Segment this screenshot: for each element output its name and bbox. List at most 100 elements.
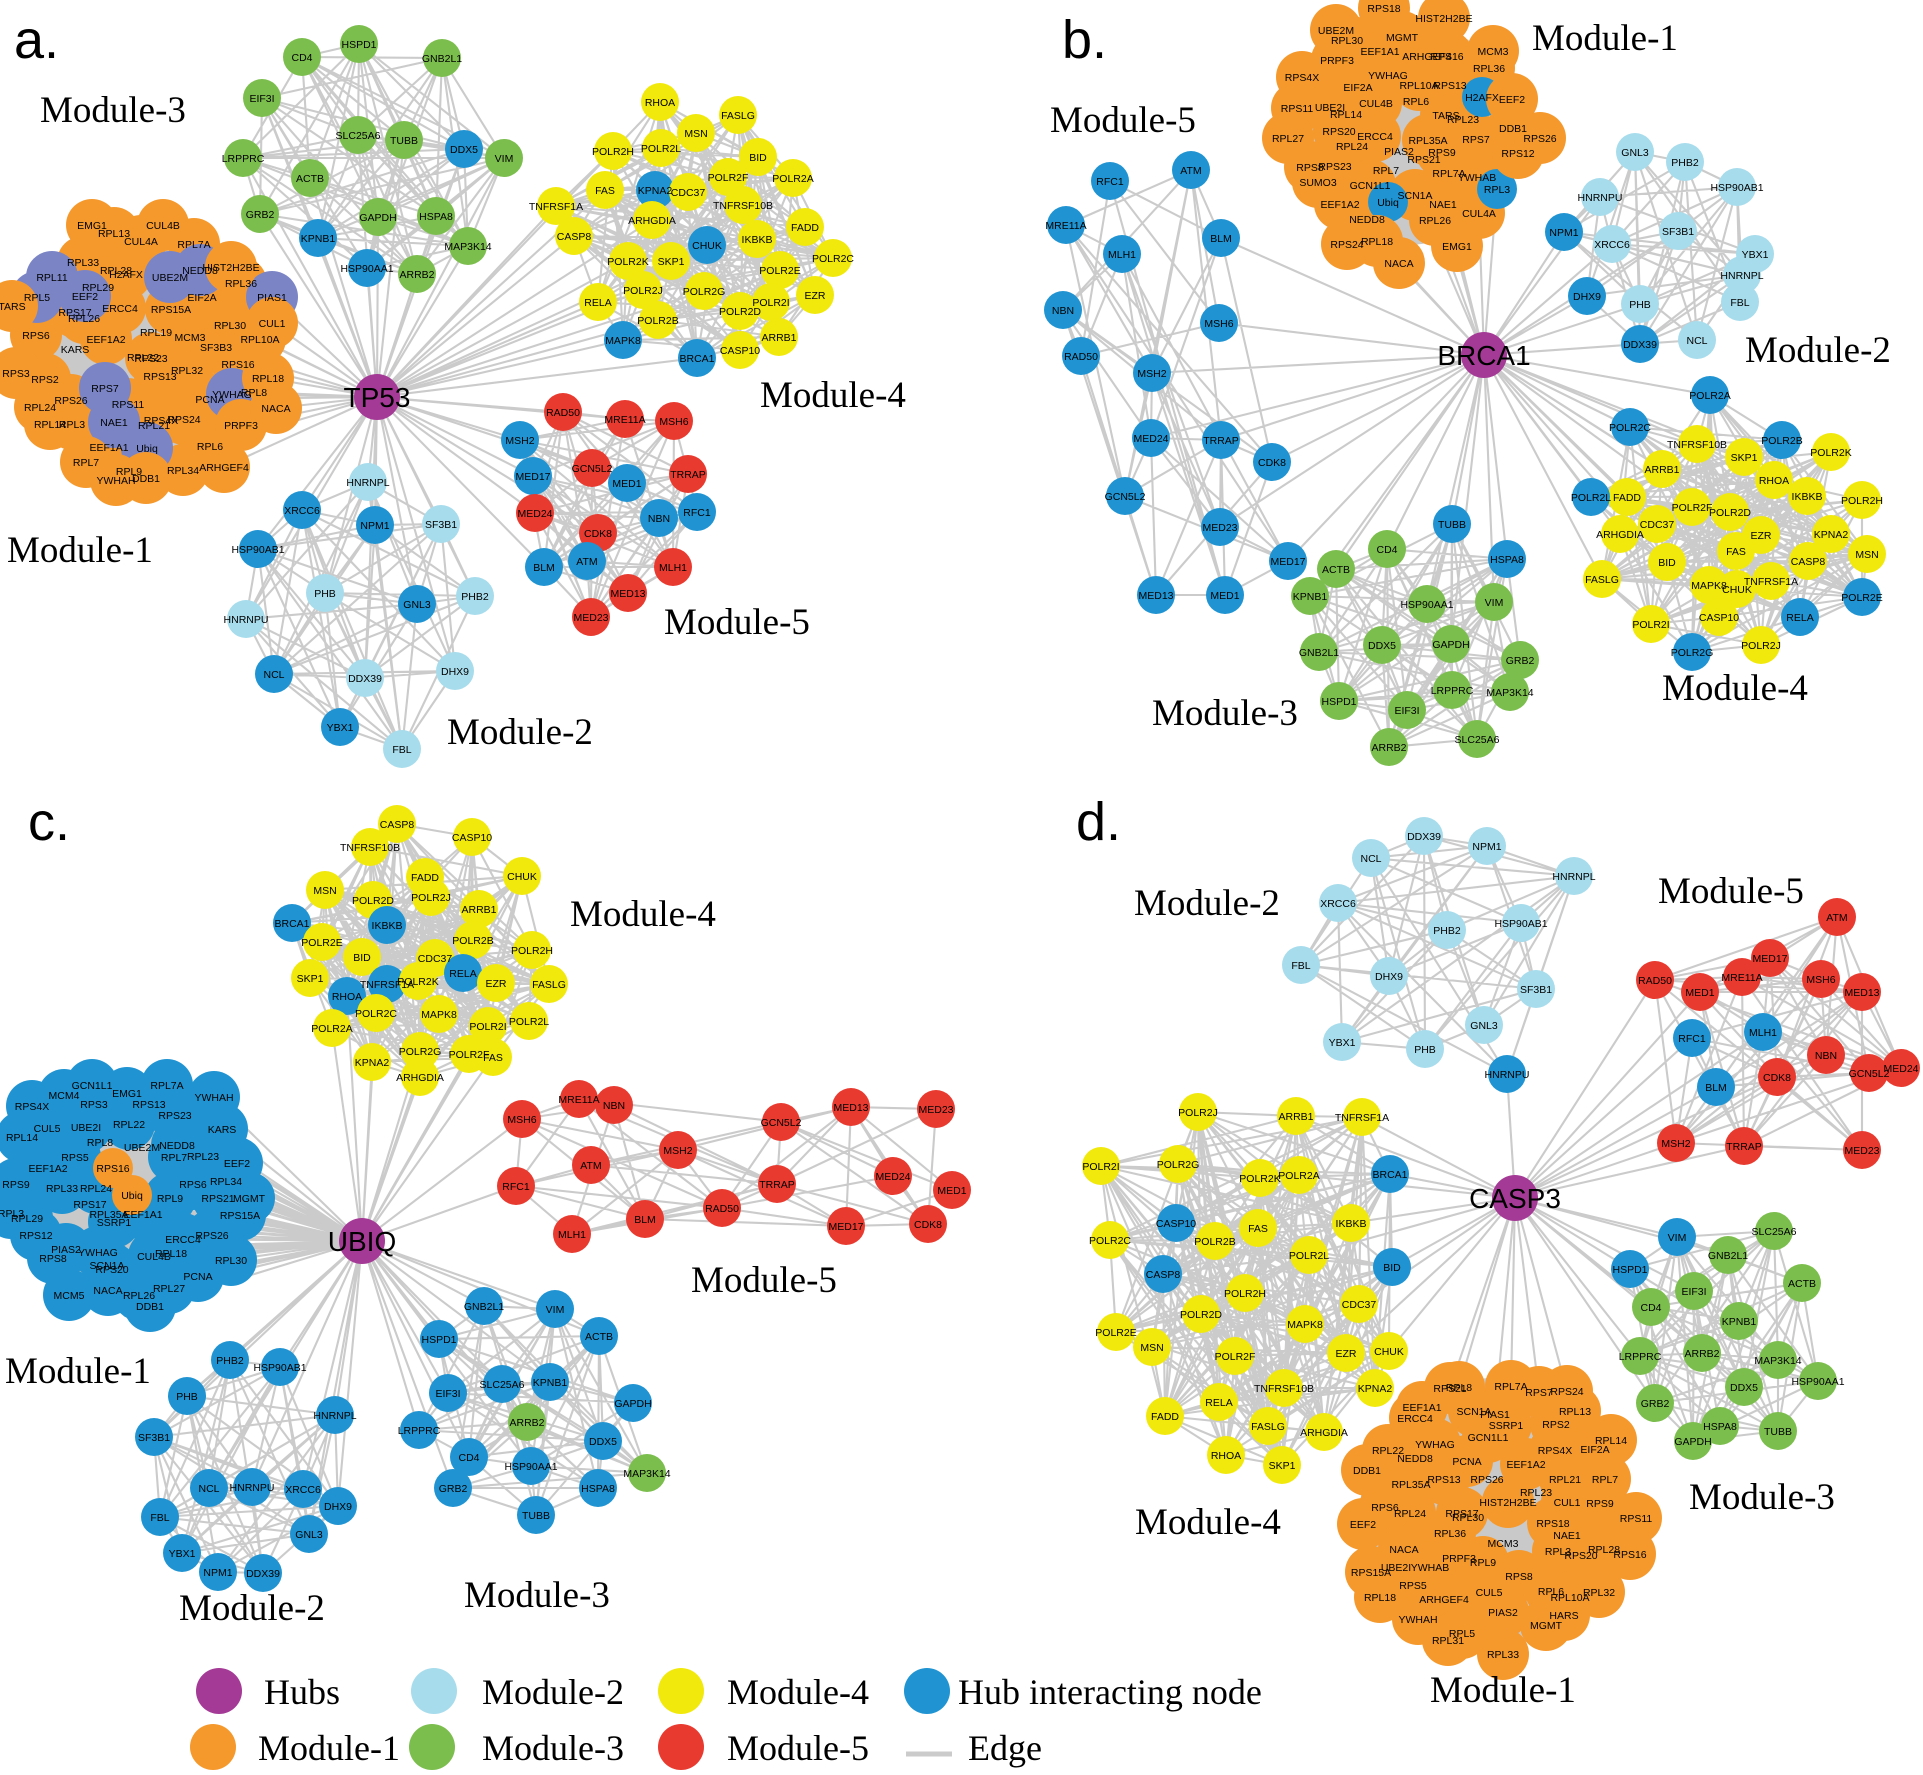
svg-text:VIM: VIM (546, 1304, 565, 1316)
svg-text:MED24: MED24 (1133, 433, 1168, 445)
svg-text:MRE11A: MRE11A (1721, 972, 1762, 984)
svg-text:RPL22: RPL22 (1372, 1445, 1404, 1457)
svg-text:CUL4B: CUL4B (137, 1251, 171, 1263)
svg-text:POLR2K: POLR2K (607, 256, 648, 268)
svg-text:MED17: MED17 (828, 1221, 863, 1233)
svg-text:RPS24: RPS24 (1550, 1386, 1583, 1398)
svg-text:HNRNPU: HNRNPU (1578, 192, 1623, 204)
svg-text:HSPA8: HSPA8 (1490, 554, 1524, 566)
svg-text:NAE1: NAE1 (1429, 199, 1457, 211)
svg-text:Module-2: Module-2 (482, 1672, 624, 1712)
svg-text:POLR2B: POLR2B (1194, 1236, 1235, 1248)
svg-text:NPM1: NPM1 (1472, 841, 1501, 853)
svg-text:CASP8: CASP8 (1791, 556, 1826, 568)
svg-text:RPL14: RPL14 (6, 1132, 38, 1144)
svg-text:LRPPRC: LRPPRC (222, 153, 265, 165)
svg-text:RPS2: RPS2 (31, 374, 59, 386)
svg-text:MAP3K14: MAP3K14 (444, 241, 491, 253)
svg-text:POLR2J: POLR2J (411, 892, 451, 904)
svg-text:ARHGEF4: ARHGEF4 (199, 462, 249, 474)
svg-text:ARRB2: ARRB2 (509, 1417, 544, 1429)
svg-text:RPS13: RPS13 (1433, 80, 1466, 92)
svg-text:POLR2A: POLR2A (1689, 390, 1730, 402)
svg-text:RPL19: RPL19 (140, 327, 172, 339)
svg-text:RPS4X: RPS4X (1538, 1445, 1572, 1457)
svg-text:RPS26: RPS26 (54, 395, 87, 407)
svg-text:ACTB: ACTB (296, 173, 324, 185)
svg-text:MCM3: MCM3 (175, 332, 206, 344)
svg-text:RPL22: RPL22 (127, 352, 159, 364)
svg-text:KPNA2: KPNA2 (638, 185, 673, 197)
svg-text:POLR2E: POLR2E (301, 937, 342, 949)
svg-text:RPS7: RPS7 (1462, 134, 1490, 146)
svg-text:FAS: FAS (483, 1052, 503, 1064)
svg-text:RPS13: RPS13 (1427, 1474, 1460, 1486)
svg-text:DHX9: DHX9 (1375, 971, 1403, 983)
svg-text:RAD50: RAD50 (705, 1203, 739, 1215)
svg-text:RPL18: RPL18 (1361, 236, 1393, 248)
svg-text:POLR2G: POLR2G (1671, 647, 1714, 659)
svg-text:POLR2H: POLR2H (592, 146, 634, 158)
svg-text:RPL23: RPL23 (187, 1151, 219, 1163)
svg-text:CUL4B: CUL4B (1359, 98, 1393, 110)
svg-text:UBE2I: UBE2I (1381, 1562, 1411, 1574)
svg-text:DDX39: DDX39 (348, 673, 382, 685)
svg-text:Module-1: Module-1 (7, 530, 153, 571)
svg-text:Module-1: Module-1 (1430, 1670, 1576, 1711)
svg-text:GNL3: GNL3 (403, 599, 431, 611)
svg-text:TARS: TARS (1432, 110, 1459, 122)
svg-text:Edge: Edge (968, 1728, 1042, 1768)
svg-text:SLC25A6: SLC25A6 (480, 1379, 525, 1391)
svg-text:GAPDH: GAPDH (614, 1398, 651, 1410)
svg-text:RPL10A: RPL10A (240, 334, 279, 346)
svg-text:RPS17: RPS17 (58, 307, 91, 319)
svg-text:PIAS2: PIAS2 (51, 1244, 81, 1256)
svg-text:RPL32: RPL32 (171, 365, 203, 377)
svg-text:RPL9: RPL9 (116, 466, 142, 478)
svg-text:NCL: NCL (1360, 853, 1381, 865)
svg-text:XRCC6: XRCC6 (1594, 239, 1630, 251)
svg-text:RPS23: RPS23 (158, 1110, 191, 1122)
svg-text:RPL26: RPL26 (123, 1290, 155, 1302)
svg-text:RPL7: RPL7 (161, 1152, 187, 1164)
svg-text:EZR: EZR (1336, 1348, 1357, 1360)
svg-text:NEDD8: NEDD8 (182, 265, 218, 277)
svg-text:MAPK8: MAPK8 (1691, 580, 1727, 592)
svg-text:Ubiq: Ubiq (136, 443, 158, 455)
svg-text:CDC37: CDC37 (418, 953, 453, 965)
svg-text:HSP90AB1: HSP90AB1 (1710, 182, 1763, 194)
svg-text:GRB2: GRB2 (246, 209, 275, 221)
svg-text:RPL24: RPL24 (1336, 141, 1368, 153)
svg-text:RPS15A: RPS15A (1351, 1567, 1391, 1579)
svg-text:Module-2: Module-2 (1134, 883, 1280, 924)
svg-text:SF3B1: SF3B1 (138, 1432, 170, 1444)
svg-text:EMG1: EMG1 (77, 220, 107, 232)
svg-text:Hub interacting node: Hub interacting node (958, 1672, 1262, 1712)
svg-text:MED23: MED23 (573, 612, 608, 624)
svg-text:POLR2A: POLR2A (311, 1023, 352, 1035)
svg-text:DHX9: DHX9 (1573, 291, 1601, 303)
svg-text:MED17: MED17 (1752, 953, 1787, 965)
svg-text:Module-3: Module-3 (482, 1728, 624, 1768)
svg-text:MCM5: MCM5 (54, 1290, 85, 1302)
svg-text:RPS8: RPS8 (1505, 1571, 1533, 1583)
svg-text:Ubiq: Ubiq (121, 1190, 143, 1202)
svg-text:RPL18: RPL18 (252, 373, 284, 385)
svg-text:POLR2J: POLR2J (1178, 1107, 1218, 1119)
svg-text:MED23: MED23 (1844, 1145, 1879, 1157)
svg-text:RPL21: RPL21 (1549, 1474, 1581, 1486)
svg-text:NACA: NACA (1389, 1544, 1418, 1556)
svg-text:HIST2H2BE: HIST2H2BE (1479, 1497, 1536, 1509)
svg-text:PHB2: PHB2 (216, 1355, 244, 1367)
svg-text:RPS17: RPS17 (1445, 1508, 1478, 1520)
svg-text:TNFRSF1A: TNFRSF1A (1335, 1112, 1389, 1124)
svg-text:EZR: EZR (1751, 530, 1772, 542)
svg-text:EMG1: EMG1 (1442, 241, 1472, 253)
svg-text:ACTB: ACTB (1322, 564, 1350, 576)
svg-text:TRRAP: TRRAP (670, 469, 706, 481)
svg-text:RPL7: RPL7 (73, 457, 99, 469)
svg-text:POLR2C: POLR2C (355, 1008, 397, 1020)
svg-text:CUL5: CUL5 (34, 1123, 61, 1135)
svg-text:SUMO3: SUMO3 (1299, 177, 1337, 189)
svg-text:RPL30: RPL30 (1331, 35, 1363, 47)
